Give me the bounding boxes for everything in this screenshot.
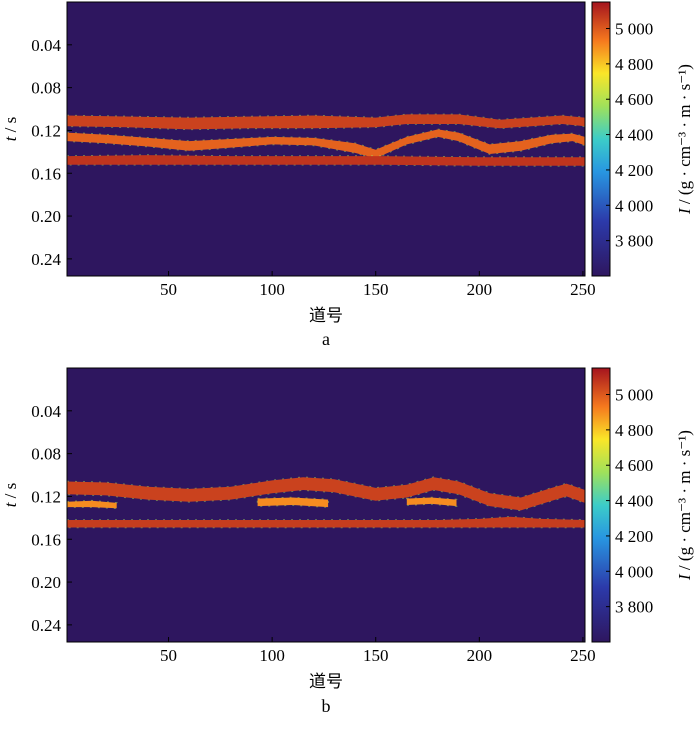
colorbar-tick-label: 4 200	[615, 527, 653, 546]
colorbar-tick-label: 4 600	[615, 456, 653, 475]
x-tick-label: 250	[570, 646, 596, 665]
x-axis-title: 道号	[309, 306, 343, 325]
panel-b: 50 100 150 200 250 0.04 0.08 0.12 0.16 0.20 0.24 道号…	[1, 367, 694, 716]
colorbar-title-unit: / (g · cm⁻³ · m · s⁻¹)	[675, 64, 694, 208]
colorbar	[591, 367, 611, 643]
colorbar-title-var: I	[675, 207, 694, 215]
colorbar-tick-label: 4 400	[615, 492, 653, 511]
panel-a: 50 100 150 200 250 0.04 0.08 0.12 0.16 0.20 0.24 道号…	[1, 1, 694, 349]
colorbar-tick-label: 3 800	[615, 232, 653, 251]
layer-1	[67, 114, 585, 130]
y-tick-label: 0.04	[31, 36, 61, 55]
panel-label: b	[322, 696, 331, 716]
y-tick-label: 0.12	[31, 487, 61, 506]
y-tick-label: 0.16	[31, 530, 61, 549]
x-tick-label: 100	[259, 646, 285, 665]
y-tick-label: 0.12	[31, 121, 61, 140]
x-tick-label: 250	[570, 280, 596, 299]
colorbar-tick-label: 5 000	[615, 20, 653, 39]
y-tick-label: 0.08	[31, 445, 61, 464]
y-tick-label: 0.16	[31, 164, 61, 183]
y-axis-title: t / s	[1, 117, 20, 142]
colorbar-title: I / (g · cm⁻³ · m · s⁻¹)	[675, 430, 694, 581]
y-axis-title-unit: / s	[1, 117, 20, 137]
panel-label: a	[322, 329, 330, 349]
y-axis-title-unit: / s	[1, 483, 20, 503]
layer-3	[67, 155, 585, 166]
y-tick-label: 0.20	[31, 207, 61, 226]
colorbar-title-unit: / (g · cm⁻³ · m · s⁻¹)	[675, 430, 694, 574]
y-tick-label: 0.08	[31, 79, 61, 98]
colorbar-tick-label: 4 600	[615, 90, 653, 109]
x-tick-label: 100	[259, 280, 285, 299]
layer-4	[406, 497, 457, 507]
x-axis-title: 道号	[309, 672, 343, 691]
colorbar-tick-label: 4 400	[615, 126, 653, 145]
plot-frame	[66, 367, 586, 643]
layer-5	[67, 516, 585, 528]
colorbar-tick-label: 4 000	[615, 196, 653, 215]
colorbar-tick-label: 3 800	[615, 598, 653, 617]
plot-frame	[66, 1, 586, 277]
colorbar-title: I / (g · cm⁻³ · m · s⁻¹)	[675, 64, 694, 215]
x-tick-label: 200	[467, 646, 493, 665]
colorbar	[591, 1, 611, 277]
layer-2	[67, 129, 585, 159]
colorbar-tick-label: 4 800	[615, 421, 653, 440]
x-tick-label: 50	[160, 646, 177, 665]
y-axis-title: t / s	[1, 483, 20, 508]
heatmap-layers	[67, 476, 585, 529]
colorbar-tick-label: 4 200	[615, 161, 653, 180]
y-tick-label: 0.04	[31, 402, 61, 421]
layer-2	[67, 500, 117, 509]
colorbar-title-var: I	[675, 573, 694, 581]
y-tick-label: 0.20	[31, 573, 61, 592]
colorbar-tick-label: 4 800	[615, 55, 653, 74]
heatmap-layers	[67, 113, 585, 167]
x-tick-label: 200	[467, 280, 493, 299]
x-tick-label: 150	[363, 280, 389, 299]
colorbar-tick-label: 5 000	[615, 386, 653, 405]
layer-1	[67, 477, 585, 511]
x-tick-label: 150	[363, 646, 389, 665]
layer-3	[257, 497, 329, 508]
y-tick-label: 0.24	[31, 616, 61, 635]
y-tick-label: 0.24	[31, 250, 61, 269]
x-tick-label: 50	[160, 280, 177, 299]
y-axis-title-var: t	[1, 501, 20, 507]
colorbar-tick-label: 4 000	[615, 562, 653, 581]
y-axis-title-var: t	[1, 135, 20, 141]
